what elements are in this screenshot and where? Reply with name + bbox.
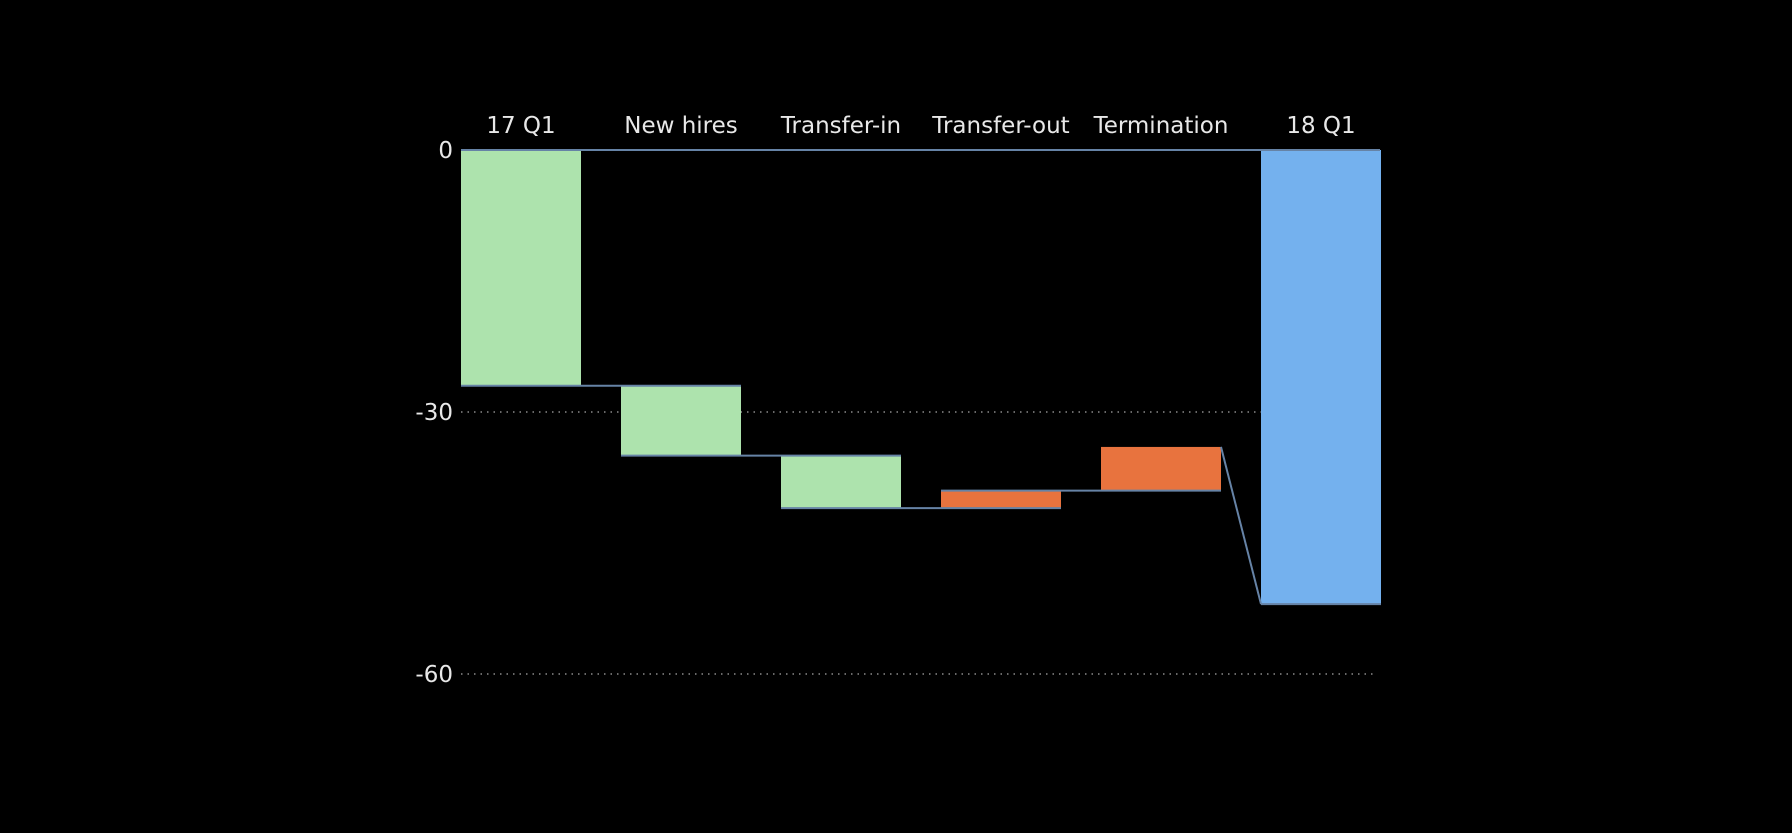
y-tick-label: -60 [415, 662, 453, 688]
label-layer: 0 -30 -60 17 Q1 New hires Transfer-in Transfer… [415, 113, 1355, 688]
bar-18-q1 [1261, 150, 1381, 605]
connector-layer [461, 149, 1381, 606]
category-label: 17 Q1 [486, 113, 555, 139]
category-label: 18 Q1 [1286, 113, 1355, 139]
category-label: Transfer-out [931, 113, 1069, 139]
category-label: Termination [1093, 113, 1229, 139]
y-tick-label: -30 [415, 400, 453, 426]
bar-termination [1101, 446, 1221, 491]
bar-17-q1 [461, 150, 581, 386]
grid-layer [461, 411, 1376, 675]
category-label: Transfer-in [780, 113, 901, 139]
bar-layer [461, 150, 1381, 605]
bar-new-hires [621, 385, 741, 456]
y-tick-label: 0 [438, 138, 453, 164]
connector-line [1220, 446, 1262, 605]
bar-transfer-in [781, 455, 901, 509]
category-label: New hires [624, 113, 738, 139]
bar-transfer-out [941, 490, 1061, 509]
